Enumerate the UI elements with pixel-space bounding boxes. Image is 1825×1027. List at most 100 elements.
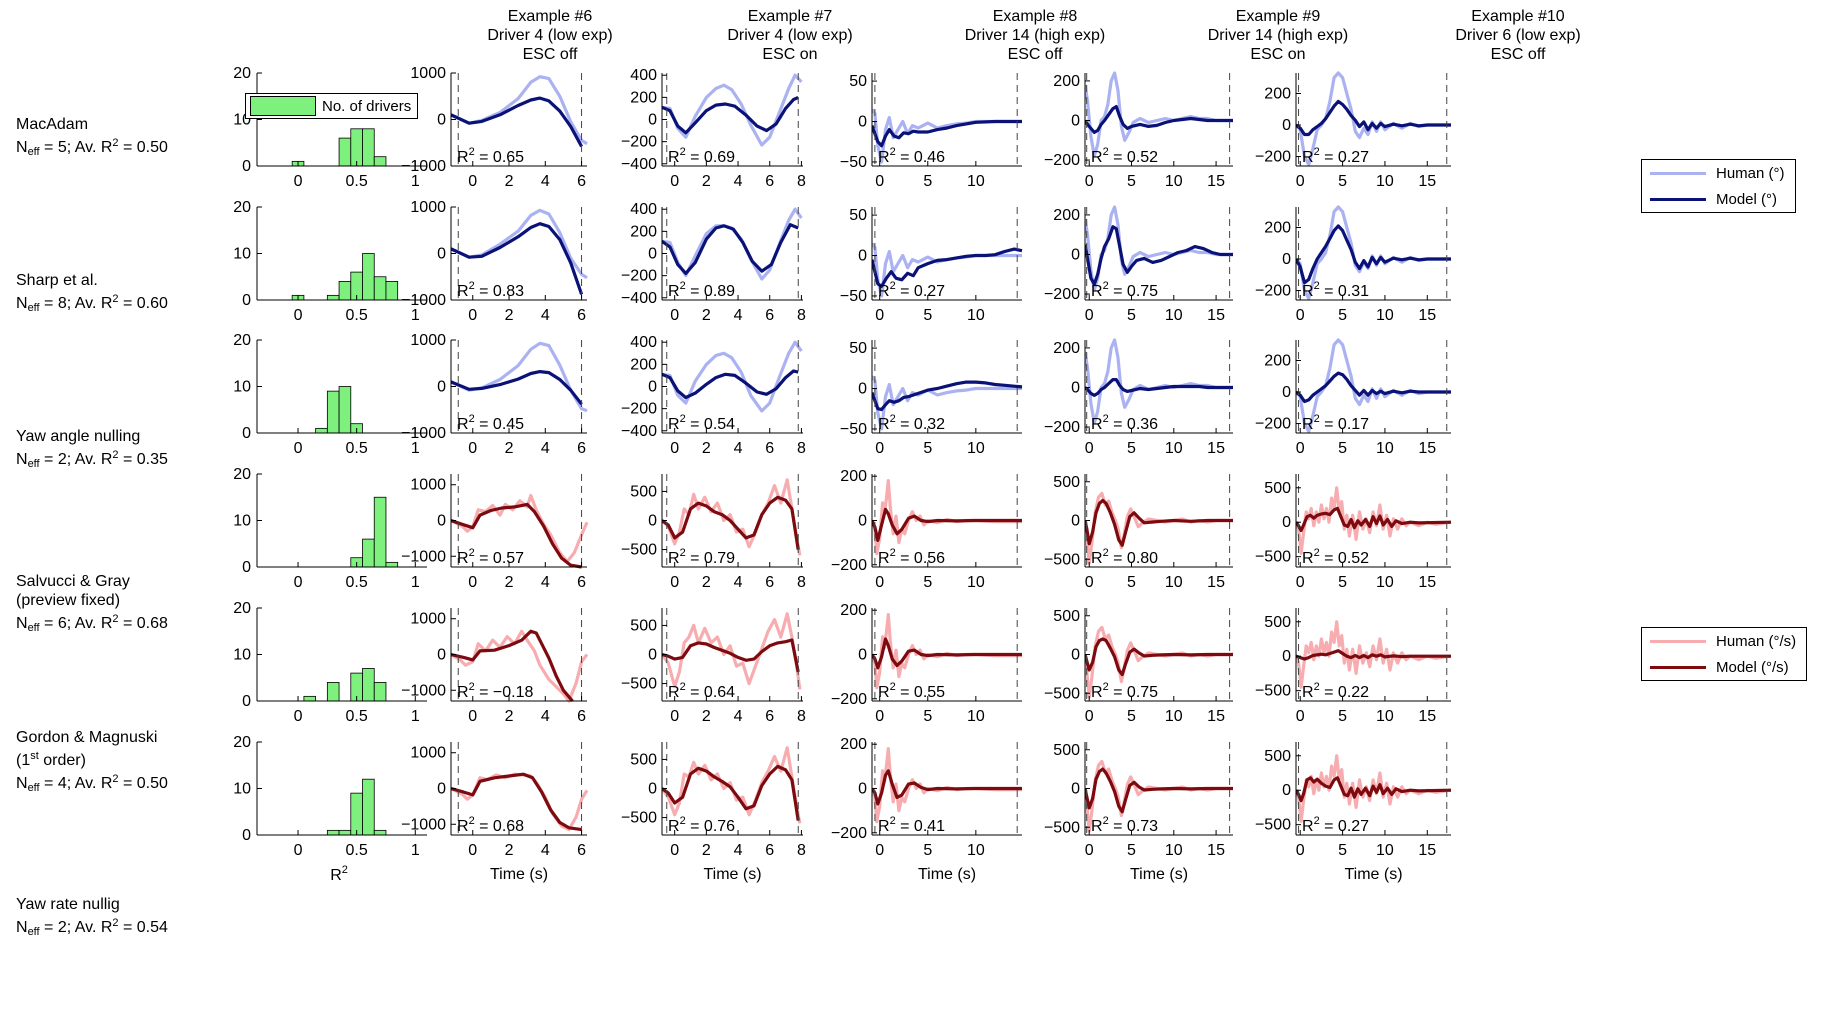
human-series-line bbox=[872, 479, 1022, 556]
y-tick-label: 0 bbox=[437, 513, 446, 530]
timeseries-panel: 200 0 −200 0 5 10 R2 = 0.41 Time (s) bbox=[831, 736, 1022, 883]
y-tick-label: 0 bbox=[1282, 117, 1291, 134]
r2-annotation: R2 = 0.36 bbox=[1091, 413, 1158, 433]
model-series-line bbox=[1296, 776, 1452, 803]
y-tick-label: 10 bbox=[233, 781, 251, 798]
x-tick-label: 15 bbox=[1207, 574, 1225, 591]
x-tick-label: 10 bbox=[967, 173, 985, 190]
timeseries-panel: 50 0 −50 0 5 10 R2 = 0.32 bbox=[840, 340, 1023, 457]
x-tick-label: 6 bbox=[765, 307, 774, 324]
model-series-line bbox=[662, 223, 799, 275]
r2-annotation: R2 = 0.45 bbox=[457, 413, 524, 433]
r2-annotation: R2 = 0.75 bbox=[1091, 681, 1158, 701]
r2-annotation: R2 = 0.22 bbox=[1302, 681, 1369, 701]
x-tick-label: 0 bbox=[1296, 842, 1305, 859]
x-tick-label: 2 bbox=[702, 307, 711, 324]
y-tick-label: −200 bbox=[621, 134, 657, 151]
model-series-line bbox=[451, 370, 583, 406]
y-tick-label: 20 bbox=[233, 332, 251, 349]
r2-annotation: R2 = 0.68 bbox=[457, 815, 524, 835]
timeseries-panel: 1000 0 −1000 0 2 4 6 R2 = 0.57 bbox=[401, 474, 589, 591]
x-tick-label: 0 bbox=[294, 574, 303, 591]
model-series-line bbox=[872, 380, 1023, 412]
histogram-bar bbox=[362, 538, 375, 568]
y-tick-label: 0 bbox=[648, 513, 657, 530]
x-tick-label: 5 bbox=[1127, 307, 1136, 324]
row-stats: Neff = 5; Av. R2 = 0.50 bbox=[16, 137, 168, 158]
x-tick-label: 10 bbox=[1376, 574, 1394, 591]
x-tick-label: 15 bbox=[1418, 842, 1436, 859]
y-tick-label: 0 bbox=[1071, 647, 1080, 664]
y-tick-label: 200 bbox=[630, 89, 657, 106]
y-tick-label: 0 bbox=[648, 647, 657, 664]
x-tick-label: 0 bbox=[1296, 307, 1305, 324]
y-tick-label: 0 bbox=[437, 246, 446, 263]
y-tick-label: 0 bbox=[858, 114, 867, 131]
x-tick-label: 5 bbox=[923, 173, 932, 190]
timeseries-panel: 50 0 −50 0 5 10 R2 = 0.46 bbox=[840, 73, 1022, 190]
row-stats: Neff = 2; Av. R2 = 0.54 bbox=[16, 917, 168, 938]
model-series-line bbox=[1296, 371, 1451, 404]
r2-annotation: R2 = 0.73 bbox=[1091, 815, 1158, 835]
y-tick-label: 500 bbox=[1053, 474, 1080, 491]
column-title: Example #10 bbox=[1471, 8, 1565, 25]
model-series-line bbox=[451, 629, 574, 703]
row-name-2: (1st order) bbox=[16, 750, 86, 769]
y-tick-label: 50 bbox=[849, 73, 867, 90]
x-tick-label: 6 bbox=[765, 440, 774, 457]
x-tick-label: 2 bbox=[702, 574, 711, 591]
x-tick-label: 0 bbox=[670, 307, 679, 324]
y-tick-label: −1000 bbox=[401, 548, 446, 565]
x-tick-label: 0.5 bbox=[346, 440, 368, 457]
histogram-bar bbox=[373, 496, 387, 568]
angle-legend: Human (°) Model (°) bbox=[1641, 159, 1796, 213]
x-tick-label: 10 bbox=[1376, 173, 1394, 190]
x-tick-label: 2 bbox=[505, 173, 514, 190]
human-series-line bbox=[872, 612, 1022, 690]
column-esc: ESC on bbox=[762, 46, 818, 63]
x-tick-label: 5 bbox=[1127, 842, 1136, 859]
y-tick-label: 200 bbox=[1264, 352, 1291, 369]
y-tick-label: 0 bbox=[648, 246, 657, 263]
y-tick-label: 0 bbox=[1282, 514, 1291, 531]
column-title-10: Example #10 Driver 6 (low exp) ESC off bbox=[1418, 7, 1618, 64]
x-tick-label: 4 bbox=[541, 842, 550, 859]
r2-annotation: R2 = 0.89 bbox=[668, 280, 735, 300]
x-tick-label: 0 bbox=[294, 708, 303, 725]
histogram-panel: 0 10 20 0 0.5 1 R2 bbox=[233, 734, 427, 884]
x-tick-label: 2 bbox=[505, 708, 514, 725]
y-tick-label: −50 bbox=[840, 288, 867, 305]
legend-entry-human: Human (°) bbox=[1642, 160, 1795, 186]
x-tick-label: 5 bbox=[923, 307, 932, 324]
x-axis-label: Time (s) bbox=[918, 866, 976, 883]
timeseries-panel: 400 200 0 −200 −400 0 2 4 6 8 R2 = 0.69 bbox=[621, 67, 806, 190]
histogram-bar bbox=[362, 128, 375, 167]
histogram-bar bbox=[373, 682, 387, 702]
column-esc: ESC off bbox=[1490, 46, 1546, 63]
y-tick-label: 0 bbox=[1071, 112, 1080, 129]
y-tick-label: −200 bbox=[1044, 152, 1080, 169]
x-tick-label: 10 bbox=[967, 708, 985, 725]
histogram-bar bbox=[373, 276, 387, 301]
x-tick-label: 0 bbox=[875, 842, 884, 859]
r2-annotation: R2 = 0.27 bbox=[878, 280, 945, 300]
x-tick-label: 15 bbox=[1207, 307, 1225, 324]
timeseries-panel: 500 0 −500 0 5 10 15 R2 = 0.80 bbox=[1044, 474, 1233, 591]
y-tick-label: 0 bbox=[242, 559, 251, 576]
timeseries-panel: 200 0 −200 0 5 10 15 R2 = 0.75 bbox=[1044, 205, 1233, 324]
y-tick-label: −50 bbox=[840, 154, 867, 171]
histogram-bar bbox=[338, 137, 352, 167]
y-tick-label: 400 bbox=[630, 201, 657, 218]
y-tick-label: 20 bbox=[233, 199, 251, 216]
column-subtitle: Driver 14 (high exp) bbox=[1207, 27, 1349, 44]
x-tick-label: 6 bbox=[577, 440, 586, 457]
y-tick-label: 0 bbox=[437, 112, 446, 129]
x-tick-label: 8 bbox=[797, 842, 806, 859]
x-tick-label: 10 bbox=[1376, 708, 1394, 725]
y-tick-label: 200 bbox=[1053, 340, 1080, 357]
x-tick-label: 0 bbox=[875, 307, 884, 324]
x-tick-label: 4 bbox=[734, 440, 743, 457]
y-tick-label: 1000 bbox=[410, 65, 446, 82]
y-tick-label: −500 bbox=[1044, 819, 1080, 836]
timeseries-panel: 500 0 −500 0 5 10 15 R2 = 0.73 Time (s) bbox=[1044, 742, 1233, 883]
